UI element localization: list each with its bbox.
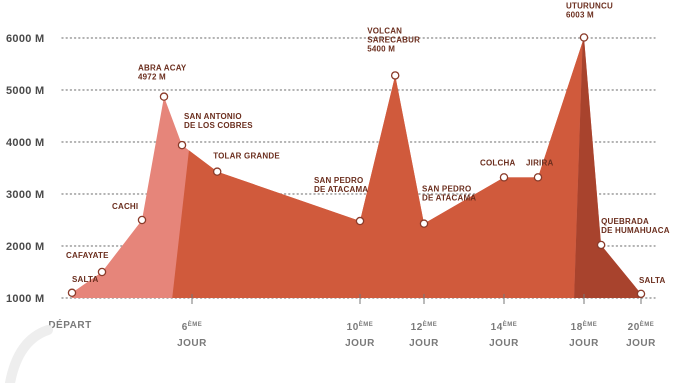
x-tick-label: 14ÈME xyxy=(491,320,518,333)
waypoint-label: VOLCAN xyxy=(566,0,601,1)
x-axis: DÉPART 6ÈME JOUR 10ÈME JOUR 12ÈME JOUR 14ÈME JOU… xyxy=(48,294,656,349)
x-tick-label: 12ÈME xyxy=(411,320,438,333)
waypoint-label: DE ATACAMA xyxy=(314,185,368,194)
waypoint-label: DE HUMAHUACA xyxy=(601,226,670,235)
waypoint-marker xyxy=(212,167,222,176)
waypoint-marker xyxy=(177,140,187,150)
waypoint-label: COLCHA xyxy=(480,158,515,167)
waypoint-label: SARECABUR xyxy=(367,35,420,44)
x-tick-label: DÉPART xyxy=(48,318,91,331)
waypoint-label: SAN PEDRO xyxy=(422,185,471,194)
waypoint-marker xyxy=(137,215,147,225)
waypoint-marker xyxy=(97,267,107,277)
waypoint-label: CAFAYATE xyxy=(66,251,109,260)
y-tick-label: 1000 M xyxy=(6,293,45,305)
waypoint-label: JIRIRA xyxy=(526,158,553,167)
y-tick-label: 5000 M xyxy=(6,85,45,97)
waypoint-marker xyxy=(499,173,509,182)
x-tick-label: 10ÈME xyxy=(347,320,374,333)
waypoint-marker xyxy=(579,33,589,42)
waypoint-label: UTURUNCU xyxy=(566,1,613,10)
x-tick-label-jour: JOUR xyxy=(177,338,207,349)
y-tick-label: 4000 M xyxy=(6,137,45,149)
waypoint-marker xyxy=(67,288,77,298)
x-tick-label-jour: JOUR xyxy=(626,338,656,349)
x-tick-label: 18ÈME xyxy=(571,320,598,333)
y-tick-label: 6000 M xyxy=(6,33,45,45)
x-tick-label: 20ÈME xyxy=(628,320,655,333)
waypoint-label: VOLCAN xyxy=(367,26,402,35)
waypoint-marker xyxy=(159,92,169,101)
x-tick-label: 6ÈME xyxy=(182,320,203,333)
waypoint-label: DE ATACAMA xyxy=(422,194,476,203)
waypoint-label: DE LOS COBRES xyxy=(184,121,253,130)
x-tick-label-jour: JOUR xyxy=(345,338,375,349)
waypoint-label: QUEBRADA xyxy=(601,217,649,226)
x-tick-label-jour: JOUR xyxy=(569,338,599,349)
x-tick-label-jour: JOUR xyxy=(409,338,439,349)
y-tick-label: 3000 M xyxy=(6,189,45,201)
waypoint-marker xyxy=(419,219,429,228)
waypoint-label: SALTA xyxy=(72,275,98,284)
waypoint-label: 5400 M xyxy=(367,44,395,53)
waypoint-label: SAN PEDRO xyxy=(314,176,363,185)
area-band-stage-3 xyxy=(574,37,641,298)
waypoint-marker xyxy=(636,289,646,299)
waypoint-label: SALTA xyxy=(639,276,665,285)
waypoint-label: 6003 M xyxy=(566,10,594,19)
x-tick-label-jour: JOUR xyxy=(489,338,519,349)
waypoint-label: CACHI xyxy=(112,202,138,211)
waypoint-marker xyxy=(533,173,543,182)
watermark-arc xyxy=(5,325,53,388)
waypoint-label: ABRA ACAY xyxy=(138,64,187,73)
waypoint-marker xyxy=(390,71,400,80)
waypoint-label: 4972 M xyxy=(138,73,166,82)
y-tick-label: 2000 M xyxy=(6,241,45,253)
waypoint-marker xyxy=(355,216,365,226)
waypoint-label: TOLAR GRANDE xyxy=(213,152,280,161)
waypoint-marker xyxy=(596,240,606,250)
waypoint-label: SAN ANTONIO xyxy=(184,112,242,121)
